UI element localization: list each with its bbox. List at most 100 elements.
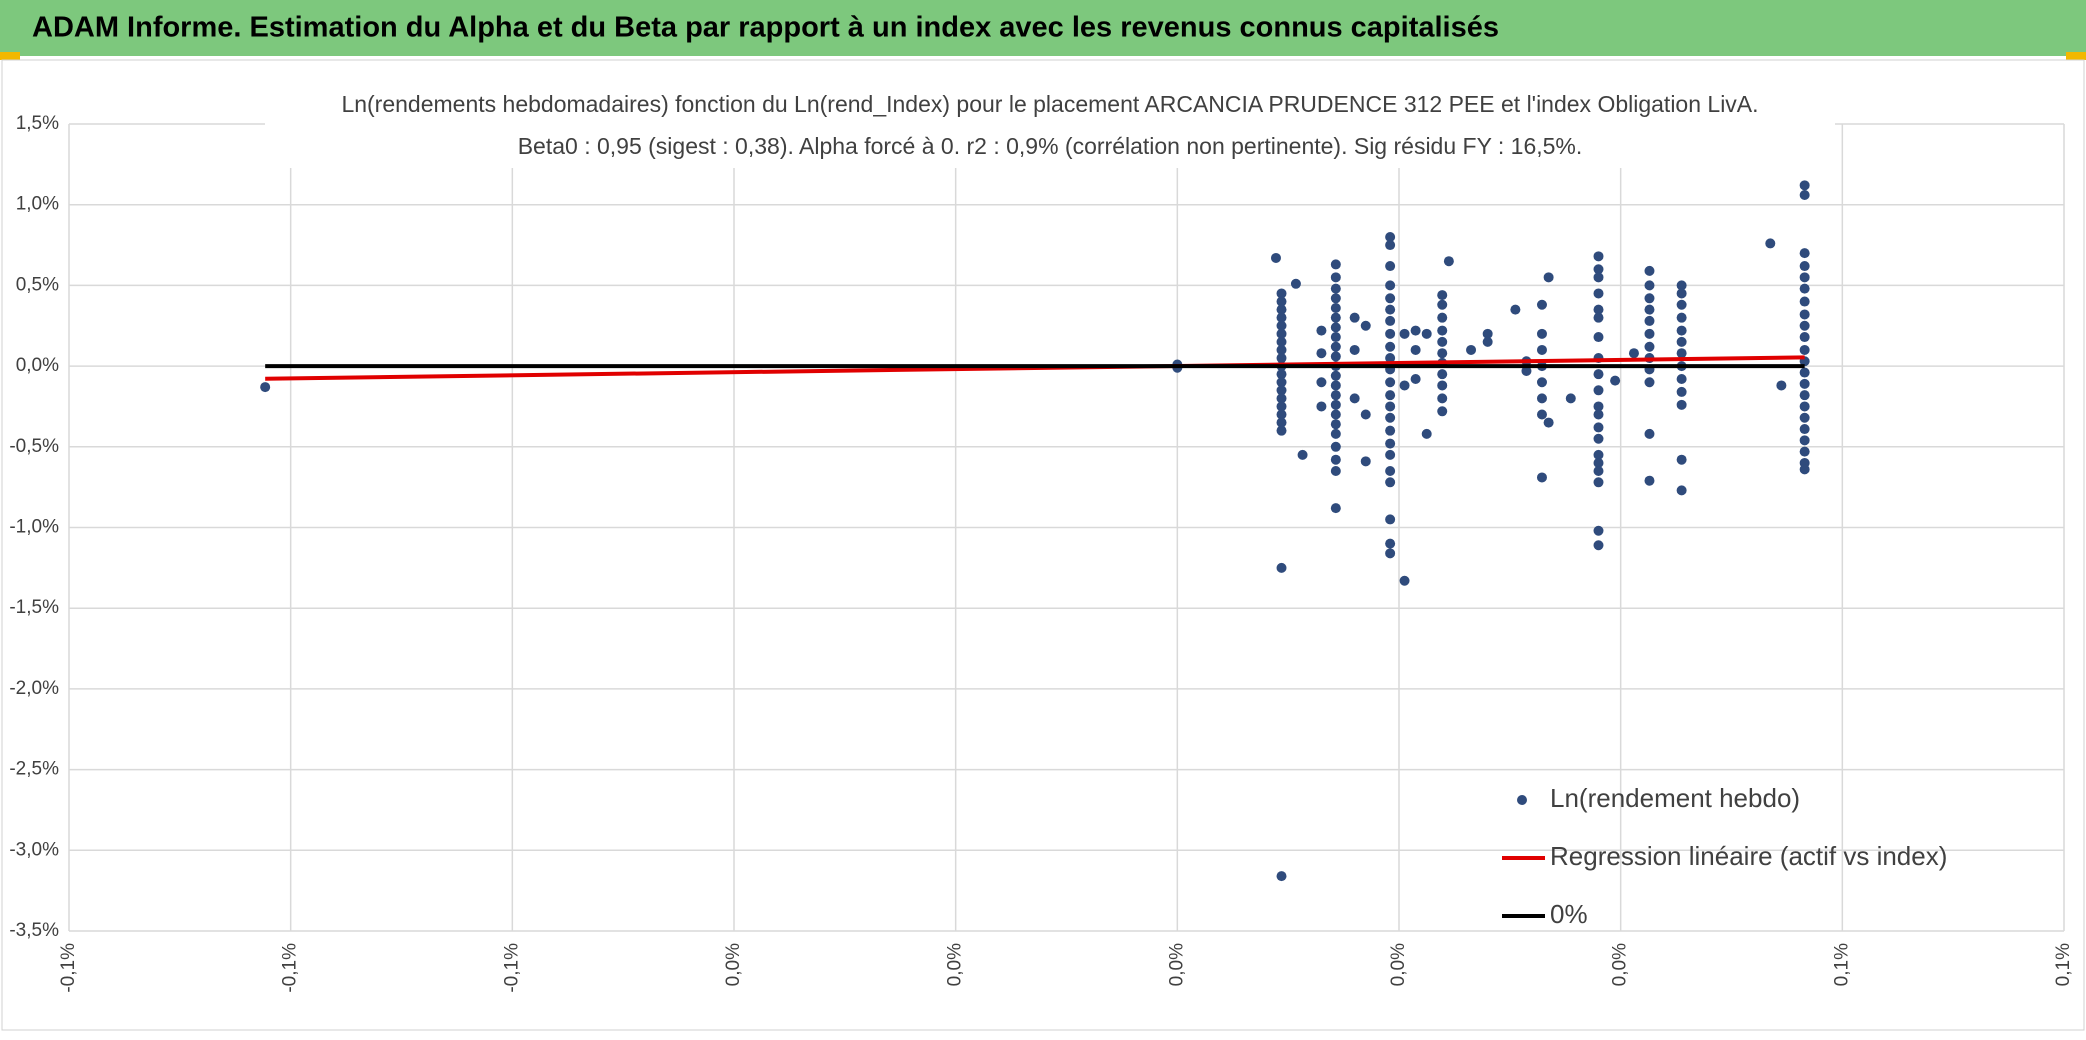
y-tick-label: 0,0% xyxy=(16,355,59,376)
data-point xyxy=(1593,525,1604,536)
data-point xyxy=(1349,393,1360,404)
data-point xyxy=(1437,406,1448,417)
y-tick-label: -0,5% xyxy=(9,436,59,457)
data-point xyxy=(1536,299,1547,310)
data-point xyxy=(1385,438,1396,449)
corner-marker xyxy=(2066,52,2086,60)
data-point xyxy=(1437,299,1448,310)
y-tick-label: -2,5% xyxy=(9,759,59,780)
legend-label: 0% xyxy=(1550,899,1588,929)
data-point xyxy=(1276,393,1287,404)
data-point xyxy=(1593,312,1604,323)
x-tick-label: 0,0% xyxy=(1610,943,1631,986)
data-point xyxy=(1437,336,1448,347)
data-point xyxy=(1799,390,1810,401)
data-point xyxy=(1330,312,1341,323)
data-point xyxy=(1399,380,1410,391)
data-point xyxy=(1593,457,1604,468)
data-point xyxy=(1316,325,1327,336)
x-tick-label: 0,0% xyxy=(1166,943,1187,986)
data-point xyxy=(1644,377,1655,388)
data-point xyxy=(1385,401,1396,412)
data-point xyxy=(1276,328,1287,339)
data-point xyxy=(1676,399,1687,410)
data-point xyxy=(1799,464,1810,475)
x-tick-label: -0,1% xyxy=(280,943,301,993)
data-point xyxy=(1360,320,1371,331)
data-point xyxy=(1385,231,1396,242)
data-point xyxy=(1385,293,1396,304)
data-point xyxy=(1593,401,1604,412)
data-point xyxy=(1276,369,1287,380)
data-point xyxy=(1466,344,1477,355)
data-point xyxy=(1536,344,1547,355)
data-point xyxy=(1593,449,1604,460)
data-point xyxy=(1482,328,1493,339)
data-point xyxy=(1385,477,1396,488)
data-point xyxy=(1330,466,1341,477)
data-point xyxy=(1676,336,1687,347)
data-point xyxy=(1330,283,1341,294)
data-point xyxy=(1676,288,1687,299)
x-tick-label: -0,1% xyxy=(58,943,79,993)
data-point xyxy=(1276,401,1287,412)
data-point xyxy=(1385,261,1396,272)
data-point xyxy=(1276,409,1287,420)
chart-title: Ln(rendements hebdomadaires) fonction du… xyxy=(341,91,1758,117)
data-point xyxy=(1385,425,1396,436)
data-point xyxy=(1799,261,1810,272)
data-point xyxy=(1385,466,1396,477)
data-point xyxy=(1799,332,1810,343)
data-point xyxy=(1385,538,1396,549)
legend-label: Regression linéaire (actif vs index) xyxy=(1550,841,1947,871)
data-point xyxy=(1593,385,1604,396)
data-point xyxy=(1399,328,1410,339)
x-tick-label: 0,0% xyxy=(723,943,744,986)
data-point xyxy=(1385,315,1396,326)
data-point xyxy=(1385,412,1396,423)
data-point xyxy=(1270,252,1281,263)
data-point xyxy=(1443,256,1454,267)
y-tick-label: -3,5% xyxy=(9,920,59,941)
data-point xyxy=(1330,370,1341,381)
data-point xyxy=(1290,278,1301,289)
y-tick-label: 0,5% xyxy=(16,274,59,295)
data-point xyxy=(1799,320,1810,331)
data-point xyxy=(1799,435,1810,446)
data-point xyxy=(1385,353,1396,364)
data-point xyxy=(1644,315,1655,326)
data-point xyxy=(1385,377,1396,388)
x-tick-label: 0,1% xyxy=(1831,943,1852,986)
data-point xyxy=(1799,248,1810,259)
data-point xyxy=(1676,325,1687,336)
data-point xyxy=(1536,393,1547,404)
data-point xyxy=(1410,344,1421,355)
data-point xyxy=(1765,238,1776,249)
data-point xyxy=(1799,367,1810,378)
data-point xyxy=(1593,264,1604,275)
data-point xyxy=(1276,377,1287,388)
data-point xyxy=(1521,365,1532,376)
data-point xyxy=(260,382,271,393)
data-point xyxy=(1799,412,1810,423)
data-point xyxy=(1316,401,1327,412)
data-point xyxy=(1349,344,1360,355)
y-tick-label: -1,5% xyxy=(9,597,59,618)
data-point xyxy=(1644,304,1655,315)
data-point xyxy=(1385,341,1396,352)
data-point xyxy=(1644,280,1655,291)
data-point xyxy=(1385,304,1396,315)
data-point xyxy=(1330,351,1341,362)
data-point xyxy=(1676,312,1687,323)
data-point xyxy=(1676,485,1687,496)
data-point xyxy=(1593,272,1604,283)
data-point xyxy=(1799,344,1810,355)
data-point xyxy=(1593,332,1604,343)
data-point xyxy=(1330,428,1341,439)
data-point xyxy=(1410,325,1421,336)
data-point xyxy=(1593,466,1604,477)
data-point xyxy=(1644,265,1655,276)
data-point xyxy=(1799,296,1810,307)
data-point xyxy=(1330,341,1341,352)
data-point xyxy=(1276,871,1287,882)
